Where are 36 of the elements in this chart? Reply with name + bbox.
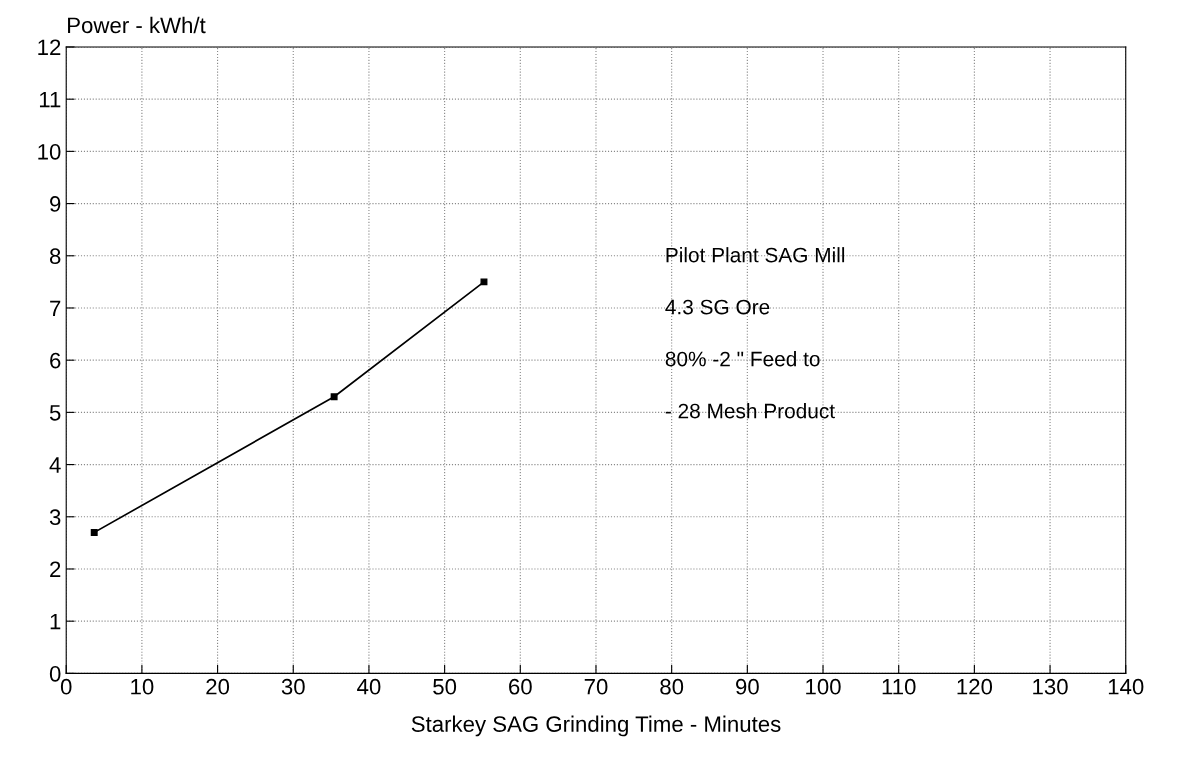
x-tick-label: 30 xyxy=(281,678,305,695)
y-tick-label: 7 xyxy=(50,300,61,317)
x-tick-label: 140 xyxy=(1108,678,1144,695)
y-tick-label: 4 xyxy=(49,457,61,473)
y-tick-label: 10 xyxy=(38,143,61,160)
x-tick-label: 130 xyxy=(1033,678,1068,695)
y-axis-title: Power - kWh/t xyxy=(68,16,206,34)
point xyxy=(90,528,98,536)
x-tick-label: 110 xyxy=(882,678,916,695)
x-tick-label: 50 xyxy=(433,678,457,695)
y-tick-label: 11 xyxy=(39,91,61,108)
annotation: - 28 Mesh Product xyxy=(665,403,835,419)
x-tick-label: 120 xyxy=(957,678,993,695)
y-tick-label: 8 xyxy=(49,248,61,265)
y-tick-label: 3 xyxy=(49,509,61,526)
x-tick-label: 40 xyxy=(357,678,381,695)
y-tick-label: 5 xyxy=(49,405,61,421)
point xyxy=(330,393,338,401)
annotation: 4.3 SG Ore xyxy=(665,299,770,315)
x-tick-label: 10 xyxy=(131,678,154,695)
point xyxy=(480,278,488,286)
y-tick-label: 1 xyxy=(50,613,61,630)
x-tick-label: 80 xyxy=(660,678,684,695)
x-axis-title: Starkey SAG Grinding Time - Minutes xyxy=(411,715,781,737)
x-tick-label: 70 xyxy=(584,678,608,695)
y-tick-label: 12 xyxy=(38,39,61,56)
x-tick-label: 60 xyxy=(509,678,532,695)
y-tick-label: 0 xyxy=(49,665,61,682)
x-tick-label: 100 xyxy=(806,678,841,695)
x-tick-label: 20 xyxy=(206,678,230,695)
y-tick-label: 9 xyxy=(50,196,61,212)
x-tick-label: 90 xyxy=(736,678,759,695)
y-tick-label: 6 xyxy=(50,352,61,369)
annotation: 80% -2 " Feed to xyxy=(665,351,820,367)
annotation: Pilot Plant SAG Mill xyxy=(666,247,845,263)
y-tick-label: 2 xyxy=(50,561,61,578)
